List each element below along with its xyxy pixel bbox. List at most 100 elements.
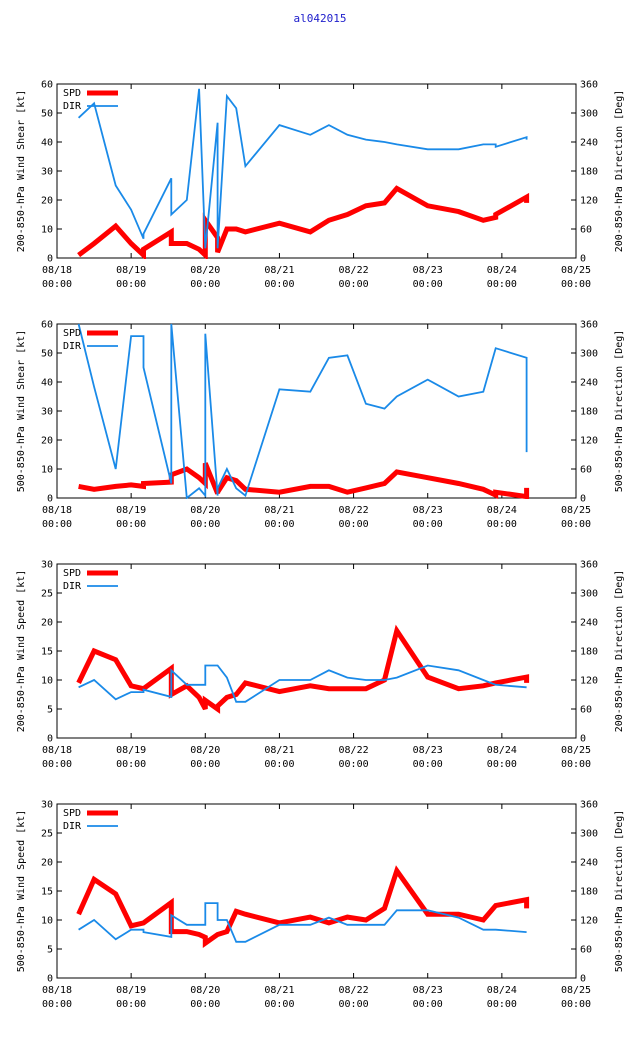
y-tick-label-right: 60 <box>580 225 592 236</box>
y-tick-label-left: 25 <box>41 589 53 600</box>
plot-frame <box>56 323 577 499</box>
x-tick-label-time: 00:00 <box>561 999 591 1010</box>
y-tick-label-left: 20 <box>41 196 53 207</box>
x-tick-label-time: 00:00 <box>116 999 146 1010</box>
x-tick-label-date: 08/20 <box>190 745 220 756</box>
x-tick-label-date: 08/25 <box>561 985 591 996</box>
x-tick-label-time: 00:00 <box>42 999 72 1010</box>
x-tick-label-time: 00:00 <box>339 759 369 770</box>
y-axis-label-right: 200-850-hPa Direction [Deg] <box>614 90 625 253</box>
x-tick-label-time: 00:00 <box>42 279 72 290</box>
x-tick-label-date: 08/25 <box>561 505 591 516</box>
y-tick-label-left: 5 <box>47 705 53 716</box>
x-tick-label-date: 08/19 <box>116 265 146 276</box>
y-tick-label-right: 360 <box>580 80 598 91</box>
x-tick-label-time: 00:00 <box>42 759 72 770</box>
y-tick-label-left: 5 <box>47 945 53 956</box>
spd-series-line <box>78 462 530 499</box>
x-tick-label-time: 00:00 <box>561 519 591 530</box>
spd-series-line <box>76 624 530 714</box>
legend-spd-label: SPD <box>63 568 81 579</box>
legend-dir-label: DIR <box>63 581 82 592</box>
y-tick-label-right: 240 <box>580 858 598 869</box>
x-tick-label-time: 00:00 <box>190 759 220 770</box>
y-tick-label-right: 0 <box>580 494 586 505</box>
x-tick-label-date: 08/24 <box>487 985 517 996</box>
x-tick-label-date: 08/23 <box>413 505 443 516</box>
y-tick-label-left: 20 <box>41 436 53 447</box>
legend-dir-label: DIR <box>63 341 82 352</box>
x-tick-label-time: 00:00 <box>487 279 517 290</box>
plot-frame <box>56 83 577 259</box>
x-tick-label-time: 00:00 <box>413 759 443 770</box>
y-tick-label-left: 60 <box>41 320 53 331</box>
y-tick-label-left: 40 <box>41 138 53 149</box>
x-tick-label-date: 08/22 <box>339 745 369 756</box>
y-axis-label-left: 500-850-hPa Wind Shear [kt] <box>16 330 27 493</box>
y-tick-label-left: 30 <box>41 407 53 418</box>
dir-series-line <box>77 323 528 499</box>
x-tick-label-date: 08/21 <box>264 745 294 756</box>
y-tick-label-left: 30 <box>41 560 53 571</box>
y-axis-label-left: 200-850-hPa Wind Shear [kt] <box>16 90 27 253</box>
y-tick-label-left: 10 <box>41 916 53 927</box>
y-tick-label-right: 360 <box>580 800 598 811</box>
chart-panel-2: 08/18 00:00 08/19 00:00 08/20 00:00 08/21 00:00… <box>16 320 625 531</box>
dir-series-line <box>78 664 527 703</box>
x-tick-label-time: 00:00 <box>487 519 517 530</box>
chart-main-title: al042015 <box>293 12 347 25</box>
y-tick-label-right: 300 <box>580 109 598 120</box>
x-tick-label-date: 08/20 <box>190 265 220 276</box>
x-tick-label-date: 08/21 <box>264 265 294 276</box>
x-tick-label-time: 00:00 <box>116 519 146 530</box>
x-tick-label-date: 08/24 <box>487 265 517 276</box>
y-tick-label-left: 15 <box>41 647 53 658</box>
x-tick-label-date: 08/24 <box>487 505 517 516</box>
y-tick-label-left: 15 <box>41 887 53 898</box>
x-tick-label-date: 08/20 <box>190 985 220 996</box>
x-tick-label-time: 00:00 <box>413 999 443 1010</box>
y-tick-label-right: 240 <box>580 618 598 629</box>
y-tick-label-left: 30 <box>41 800 53 811</box>
y-tick-label-right: 240 <box>580 138 598 149</box>
y-tick-label-right: 240 <box>580 378 598 389</box>
y-axis-label-left: 200-850-hPa Wind Speed [kt] <box>16 570 27 733</box>
x-tick-label-time: 00:00 <box>264 999 294 1010</box>
y-tick-label-right: 300 <box>580 349 598 360</box>
y-axis-label-right: 200-850-hPa Direction [Deg] <box>614 570 625 733</box>
y-tick-label-right: 120 <box>580 196 598 207</box>
y-tick-label-left: 50 <box>41 109 53 120</box>
spd-series-line <box>77 185 530 259</box>
x-tick-label-time: 00:00 <box>339 279 369 290</box>
y-tick-label-right: 0 <box>580 974 586 985</box>
legend-spd-label: SPD <box>63 328 81 339</box>
y-tick-label-right: 120 <box>580 436 598 447</box>
y-tick-label-right: 120 <box>580 676 598 687</box>
plot-frame <box>56 563 577 739</box>
x-tick-label-time: 00:00 <box>413 279 443 290</box>
x-tick-label-date: 08/22 <box>339 265 369 276</box>
x-tick-label-date: 08/22 <box>339 505 369 516</box>
x-tick-label-date: 08/23 <box>413 265 443 276</box>
y-tick-label-right: 360 <box>580 560 598 571</box>
x-tick-label-date: 08/22 <box>339 985 369 996</box>
x-tick-label-date: 08/18 <box>42 985 72 996</box>
x-tick-label-time: 00:00 <box>190 999 220 1010</box>
y-tick-label-right: 60 <box>580 945 592 956</box>
y-tick-label-left: 20 <box>41 618 53 629</box>
y-tick-label-left: 0 <box>47 254 53 265</box>
legend-spd-label: SPD <box>63 88 81 99</box>
x-tick-label-date: 08/18 <box>42 265 72 276</box>
y-tick-label-right: 60 <box>580 465 592 476</box>
dir-series-line <box>77 88 528 249</box>
y-tick-label-right: 0 <box>580 734 586 745</box>
y-axis-label-right: 500-850-hPa Direction [Deg] <box>614 810 625 973</box>
legend-spd-label: SPD <box>63 808 81 819</box>
x-tick-label-time: 00:00 <box>339 519 369 530</box>
x-tick-label-time: 00:00 <box>264 759 294 770</box>
x-tick-label-time: 00:00 <box>190 519 220 530</box>
y-tick-label-left: 10 <box>41 465 53 476</box>
x-tick-label-time: 00:00 <box>42 519 72 530</box>
y-tick-label-right: 0 <box>580 254 586 265</box>
